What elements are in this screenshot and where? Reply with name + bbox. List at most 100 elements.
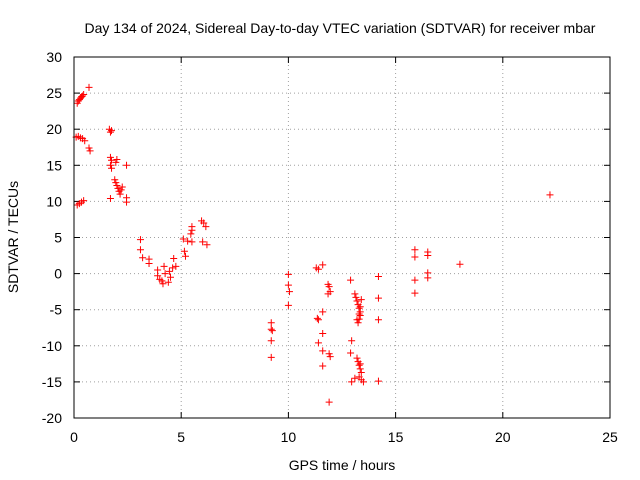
data-point <box>179 235 187 243</box>
data-point <box>80 197 88 205</box>
data-point <box>456 260 464 268</box>
data-point <box>355 361 363 369</box>
data-point <box>267 325 275 333</box>
y-tick-label: -20 <box>42 410 62 426</box>
data-point <box>353 354 361 362</box>
data-point <box>314 265 322 273</box>
data-point <box>284 281 292 289</box>
data-point <box>111 176 119 184</box>
data-point <box>268 327 276 335</box>
data-point <box>181 252 189 260</box>
data-point <box>85 144 93 152</box>
data-point <box>118 183 126 191</box>
data-point <box>113 156 121 164</box>
chart-title: Day 134 of 2024, Sidereal Day-to-day VTE… <box>85 20 596 36</box>
data-point <box>145 259 153 267</box>
x-axis-title: GPS time / hours <box>289 457 396 473</box>
data-point <box>165 267 173 275</box>
data-point <box>200 219 208 227</box>
data-point <box>85 83 93 91</box>
data-points <box>72 83 554 406</box>
y-tick-label: 25 <box>46 85 62 101</box>
data-point <box>267 353 275 361</box>
data-point <box>424 274 432 282</box>
data-point <box>546 191 554 199</box>
data-point <box>113 182 121 190</box>
data-point <box>374 377 382 385</box>
data-point <box>319 347 327 355</box>
data-point <box>172 262 180 270</box>
x-tick-label: 5 <box>177 429 185 445</box>
data-point <box>267 337 275 345</box>
data-point <box>86 147 94 155</box>
data-point <box>117 186 125 194</box>
data-point <box>347 349 355 357</box>
data-point <box>353 316 361 324</box>
data-point <box>123 161 131 169</box>
data-point <box>184 237 192 245</box>
data-point <box>108 127 116 135</box>
data-point <box>108 156 116 164</box>
data-point <box>357 369 365 377</box>
data-point <box>139 254 147 262</box>
data-point <box>374 316 382 324</box>
data-point <box>356 360 364 368</box>
y-tick-label: 15 <box>46 157 62 173</box>
data-point <box>187 230 195 238</box>
grid-lines <box>74 57 610 418</box>
data-point <box>411 289 419 297</box>
data-point <box>325 398 333 406</box>
data-point <box>284 301 292 309</box>
data-point <box>202 223 210 231</box>
y-tick-label: -10 <box>42 338 62 354</box>
y-tick-label: -5 <box>50 302 63 318</box>
data-point <box>199 238 207 246</box>
plot-frame <box>73 56 611 419</box>
data-point <box>319 308 327 316</box>
data-point <box>374 272 382 280</box>
data-point <box>164 278 172 286</box>
y-tick-label: 20 <box>46 121 62 137</box>
data-point <box>106 195 114 203</box>
data-point <box>81 137 89 145</box>
y-tick-label: 0 <box>54 266 62 282</box>
data-point <box>424 252 432 260</box>
data-point <box>123 198 131 206</box>
data-point <box>348 378 356 386</box>
data-point <box>348 337 356 345</box>
data-point <box>106 128 114 136</box>
data-point <box>112 158 120 166</box>
data-point <box>319 261 327 269</box>
data-point <box>374 294 382 302</box>
data-point <box>154 272 162 280</box>
data-point <box>355 310 363 318</box>
data-point <box>351 290 359 298</box>
data-point <box>106 161 114 169</box>
data-point <box>160 262 168 270</box>
data-point <box>352 293 360 301</box>
data-point <box>112 179 120 187</box>
y-tick-label: 10 <box>46 193 62 209</box>
y-axis-title: SDTVAR / TECUs <box>5 181 21 293</box>
data-point <box>166 273 174 281</box>
data-point <box>325 283 333 291</box>
x-tick-label: 15 <box>388 429 404 445</box>
data-point <box>136 236 144 244</box>
data-point <box>108 164 116 172</box>
data-point <box>326 353 334 361</box>
data-point <box>285 288 293 296</box>
data-point <box>79 92 87 100</box>
data-point <box>319 330 327 338</box>
data-point <box>116 190 124 198</box>
data-point <box>353 297 361 305</box>
data-point <box>314 316 322 324</box>
data-point <box>170 254 178 262</box>
data-point <box>411 246 419 254</box>
data-point <box>136 246 144 254</box>
data-point <box>354 319 362 327</box>
data-point <box>158 277 166 285</box>
axis-ticks: 0 5 10 15 20 25 -20 -15 -10 -5 0 5 10 15 20 25 30 <box>42 49 618 445</box>
data-point <box>114 184 122 192</box>
data-point <box>314 339 322 347</box>
data-point <box>357 296 365 304</box>
